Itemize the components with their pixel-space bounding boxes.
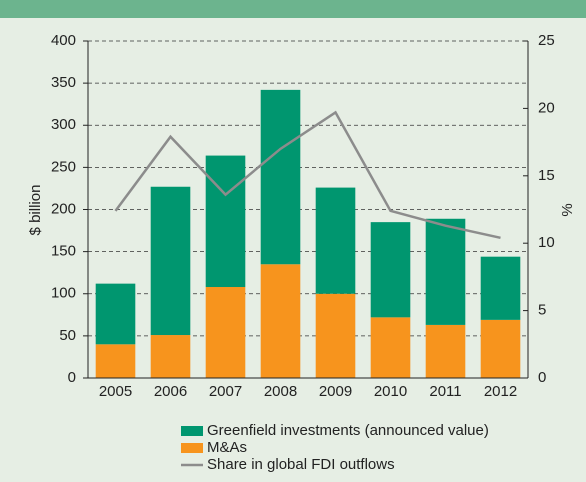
x-tick-label: 2012	[484, 383, 517, 400]
y2-tick-label: 5	[538, 302, 546, 319]
y-tick-label: 350	[51, 74, 76, 91]
bar	[205, 287, 246, 378]
bar	[315, 187, 356, 294]
legend-label: M&As	[207, 439, 247, 456]
bar	[260, 89, 301, 265]
x-tick-label: 2011	[429, 383, 461, 400]
bar	[370, 222, 411, 318]
legend-swatch	[181, 443, 203, 453]
y-tick-label: 200	[51, 200, 76, 217]
bar	[205, 155, 246, 288]
y-tick-label: 100	[51, 285, 76, 302]
y2-tick-label: 20	[538, 99, 555, 116]
x-tick-label: 2005	[99, 383, 132, 400]
y-tick-label: 50	[59, 327, 76, 344]
legend-label: Greenfield investments (announced value)	[207, 422, 489, 439]
x-tick-label: 2010	[374, 383, 407, 400]
bar	[480, 319, 521, 378]
bar	[425, 324, 466, 378]
bar	[150, 335, 191, 378]
y2-tick-label: 10	[538, 234, 555, 251]
legend-swatch	[181, 426, 203, 436]
bar	[370, 317, 411, 378]
legend-label: Share in global FDI outflows	[207, 456, 395, 473]
y-axis-label: $ billion	[27, 185, 44, 236]
y2-tick-label: 0	[538, 369, 546, 386]
y-tick-label: 250	[51, 158, 76, 175]
y-tick-label: 0	[68, 369, 76, 386]
y-tick-label: 300	[51, 116, 76, 133]
y2-tick-label: 15	[538, 167, 555, 184]
bar	[480, 256, 521, 320]
y-tick-label: 400	[51, 32, 76, 49]
x-tick-label: 2006	[154, 383, 187, 400]
y2-axis-label: %	[559, 203, 576, 216]
x-tick-label: 2009	[319, 383, 352, 400]
y2-tick-label: 25	[538, 32, 555, 49]
bar	[425, 218, 466, 325]
bar	[260, 264, 301, 378]
bar	[95, 344, 136, 378]
header-band	[0, 0, 586, 18]
bar	[150, 186, 191, 336]
x-tick-label: 2007	[209, 383, 242, 400]
y-tick-label: 150	[51, 243, 76, 260]
line-series	[114, 110, 501, 240]
x-tick-label: 2008	[264, 383, 297, 400]
bar	[95, 283, 136, 345]
bar	[315, 293, 356, 378]
